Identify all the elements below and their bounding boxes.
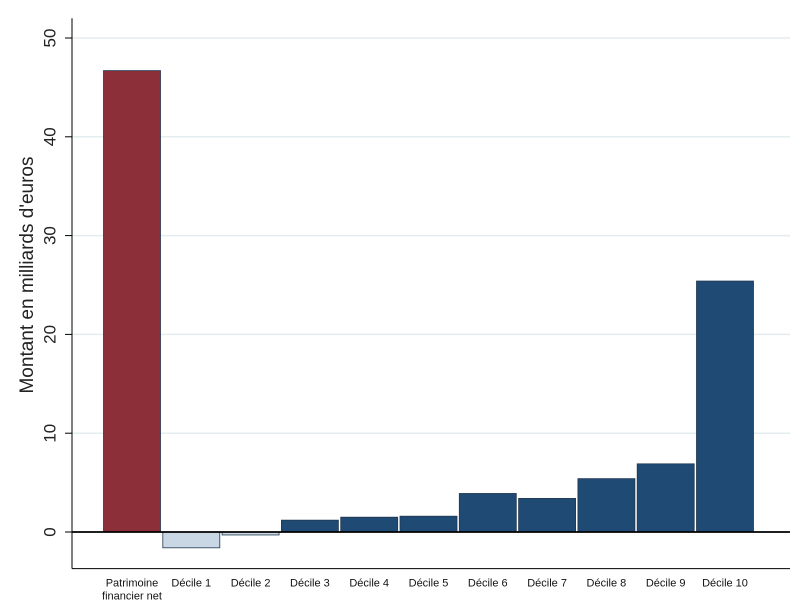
bar-9	[636, 463, 695, 533]
bar-4	[340, 516, 399, 533]
x-tick-label-1: Décile 1	[171, 578, 211, 590]
bar-0	[103, 70, 161, 533]
grid-lines	[72, 37, 790, 434]
y-tick-label-20: 20	[41, 325, 60, 344]
bar-1	[162, 531, 221, 549]
y-tick-labels: 0 10 20 30 40 50	[41, 29, 60, 537]
y-tick-label-40: 40	[41, 127, 60, 146]
x-tick-label-9: Décile 9	[646, 578, 686, 590]
x-tick-label-3: Décile 3	[290, 578, 330, 590]
x-tick-label-2: Décile 2	[231, 578, 271, 590]
x-tick-label-5: Décile 5	[409, 578, 449, 590]
bar-10	[696, 280, 754, 533]
bars	[103, 70, 754, 549]
x-tick-label-8: Décile 8	[587, 578, 627, 590]
x-tick-label-6: Décile 6	[468, 578, 508, 590]
bar-5	[399, 515, 458, 533]
x-tick-label-0: Patrimoine financier net	[102, 578, 162, 603]
bar-7	[518, 498, 576, 533]
x-tick-label-7: Décile 7	[527, 578, 567, 590]
y-axis-label: Montant en milliards d'euros	[17, 156, 38, 393]
x-tick-label-4: Décile 4	[349, 578, 389, 590]
x-tick-labels: Patrimoine financier net Décile 1 Décile 2 D…	[102, 578, 748, 603]
bar-6	[458, 493, 517, 533]
y-tick-label-0: 0	[41, 527, 60, 536]
bar-8	[577, 478, 636, 533]
x-tick-label-10: Décile 10	[702, 578, 748, 590]
y-tick-label-50: 50	[41, 29, 60, 48]
bar-3	[280, 519, 339, 533]
y-tick-label-10: 10	[41, 424, 60, 443]
axes	[65, 18, 790, 570]
y-tick-label-30: 30	[41, 226, 60, 245]
